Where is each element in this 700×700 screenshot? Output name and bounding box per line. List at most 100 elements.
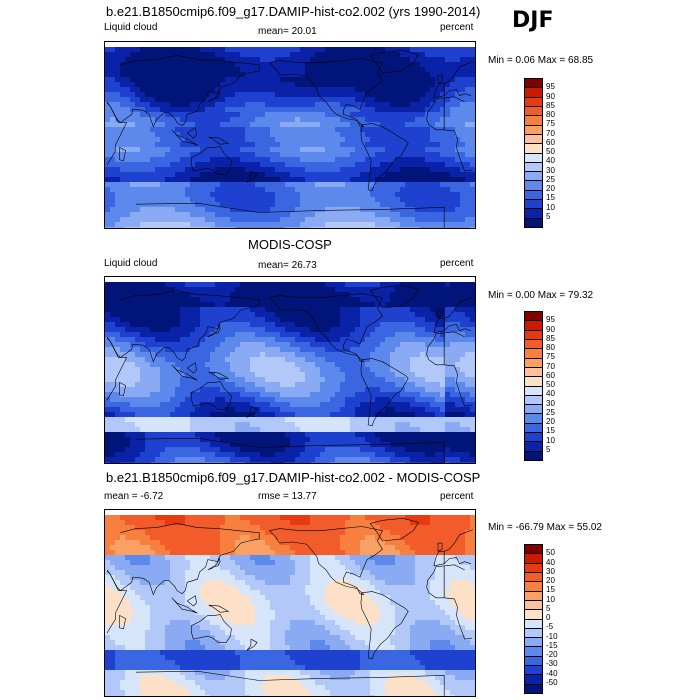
colorbar-box: [525, 666, 542, 676]
coastline: [208, 136, 230, 145]
colorbar-box: [525, 451, 542, 460]
variable-label: Liquid cloud: [104, 258, 158, 269]
coastline: [207, 323, 221, 338]
min-max-label: Min = -66.79 Max = 55.02: [488, 522, 602, 533]
colorbar-tick-label: 50: [546, 380, 555, 389]
colorbar-tick-label: 10: [546, 594, 555, 604]
colorbar-box: [525, 610, 542, 620]
colorbar-box: [525, 162, 542, 173]
colorbar-tick-label: 10: [546, 435, 555, 445]
colorbar-tick-label: 40: [546, 389, 555, 399]
colorbar-tick-label: 50: [546, 147, 555, 156]
rmse-label: rmse = 13.77: [258, 491, 317, 502]
colorbar-box: [525, 638, 542, 648]
colorbar-box: [525, 88, 542, 98]
colorbar-tick-label: 0: [546, 613, 551, 622]
colorbar-box: [525, 572, 542, 583]
colorbar-box: [525, 377, 542, 387]
colorbar-tick-label: 90: [546, 324, 555, 334]
colorbar-tick-label: 20: [546, 576, 555, 585]
colorbar-tick-label: 70: [546, 361, 555, 371]
coastline: [106, 96, 472, 172]
colorbar-tick-label: -50: [546, 677, 558, 687]
coastline: [171, 364, 198, 381]
colorbar: [524, 78, 543, 228]
coastline: [426, 332, 445, 366]
units-label: percent: [440, 491, 474, 502]
coastline: [135, 670, 445, 696]
colorbar: [524, 544, 543, 694]
colorbar-tick-label: 40: [546, 156, 555, 166]
colorbar-box: [525, 358, 542, 368]
coastline: [426, 565, 445, 599]
colorbar-tick-label: 20: [546, 184, 555, 193]
colorbar-tick-label: 80: [546, 343, 555, 352]
colorbar-box: [525, 433, 542, 443]
variable-label: Liquid cloud: [104, 22, 158, 33]
min-max-label: Min = 0.06 Max = 68.85: [488, 55, 594, 66]
coastline: [369, 284, 419, 309]
coastline: [208, 604, 230, 613]
colorbar-tick-label: -20: [546, 650, 558, 659]
colorbar-box: [525, 684, 542, 693]
colorbar-tick-label: 90: [546, 91, 555, 101]
colorbar-tick-label: -10: [546, 631, 558, 641]
coastline: [135, 437, 445, 463]
colorbar-box: [525, 647, 542, 657]
colorbar-box: [525, 153, 542, 163]
colorbar-box: [525, 339, 542, 350]
coastline: [437, 74, 443, 84]
panel-title: MODIS-COSP: [248, 237, 332, 252]
colorbar-tick-label: 85: [546, 100, 555, 110]
min-max-label: Min = 0.00 Max = 79.32: [488, 290, 594, 301]
colorbar-tick-label: 75: [546, 119, 555, 129]
colorbar-tick-label: 30: [546, 566, 555, 576]
colorbar-box: [525, 367, 542, 378]
units-label: percent: [440, 22, 474, 33]
coastline: [246, 638, 258, 651]
colorbar-tick-label: 80: [546, 110, 555, 119]
colorbar-tick-label: 25: [546, 174, 555, 184]
mean-label: mean = -6.72: [104, 491, 164, 502]
difference-map: [104, 509, 476, 697]
coastline: [360, 591, 409, 660]
coastline: [269, 58, 383, 127]
colorbar-box: [525, 600, 542, 611]
colorbar-box: [525, 395, 542, 406]
coastline: [426, 97, 445, 131]
coastline: [208, 371, 230, 380]
coastline: [171, 597, 198, 614]
colorbar-box: [525, 619, 542, 629]
colorbar-tick-label: -5: [546, 622, 554, 632]
coastline: [191, 614, 232, 643]
colorbar-tick-label: 25: [546, 407, 555, 417]
colorbar-box: [525, 628, 542, 639]
colorbar-tick-label: 5: [546, 603, 551, 613]
colorbar-box: [525, 386, 542, 396]
colorbar-box: [525, 405, 542, 415]
coastline: [187, 127, 197, 139]
colorbar-tick-label: 50: [546, 548, 555, 558]
coastline: [187, 362, 197, 374]
colorbar-box: [525, 312, 542, 322]
colorbar-box: [525, 656, 542, 667]
colorbar-box: [525, 144, 542, 154]
coastline: [106, 564, 472, 640]
colorbar-tick-label: 60: [546, 137, 555, 147]
coastline: [106, 331, 472, 407]
colorbar-tick-label: 30: [546, 165, 555, 175]
coastline: [369, 517, 419, 542]
colorbar-tick-label: 75: [546, 352, 555, 362]
colorbar-box: [525, 190, 542, 201]
coastline: [433, 83, 445, 99]
colorbar-box: [525, 97, 542, 107]
colorbar-box: [525, 414, 542, 424]
coastline: [191, 146, 232, 175]
coastline: [246, 170, 258, 183]
season-label: DJF: [512, 8, 554, 33]
coastline: [119, 615, 126, 630]
colorbar-tick-label: 40: [546, 557, 555, 567]
colorbar-tick-label: 60: [546, 370, 555, 380]
model-map-field: [105, 42, 475, 228]
colorbar-tick-label: 10: [546, 202, 555, 212]
